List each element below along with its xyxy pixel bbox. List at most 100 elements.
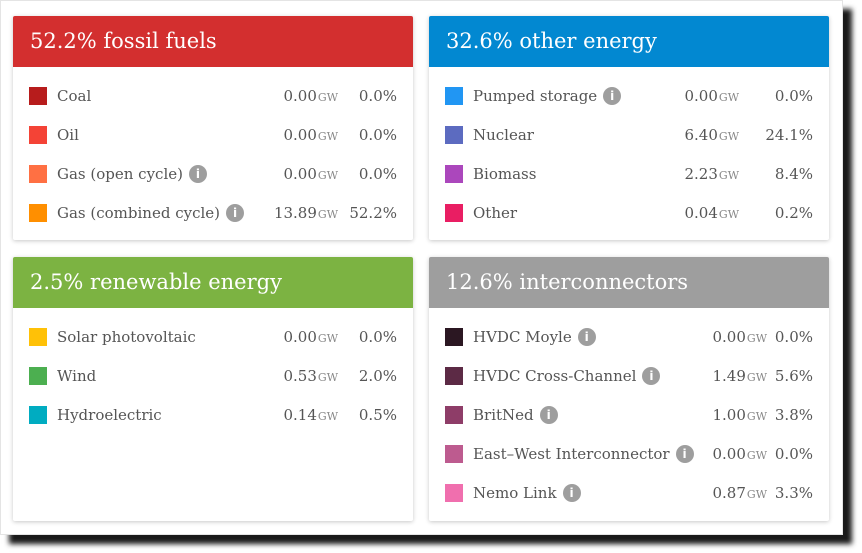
gigawatt-value: 0.00GW [284, 165, 339, 183]
source-row: Coal 0.00GW 0.0% [13, 76, 413, 115]
gigawatt-value: 1.49GW [713, 367, 768, 385]
source-name: HVDC Moyle i [473, 327, 596, 346]
gigawatt-number: 0.87 [712, 483, 746, 502]
source-label: Wind [57, 366, 97, 385]
gigawatt-unit: GW [317, 129, 338, 143]
color-swatch [445, 86, 463, 105]
gigawatt-unit: GW [746, 370, 767, 384]
percentage-value: 0.0% [358, 164, 397, 183]
color-swatch [29, 366, 47, 385]
source-row: Wind 0.53GW 2.0% [13, 356, 413, 395]
source-row: HVDC Cross-Channel i 1.49GW 5.6% [429, 356, 829, 395]
gigawatt-unit: GW [317, 90, 338, 104]
color-swatch [445, 444, 463, 463]
info-icon[interactable]: i [226, 203, 245, 222]
source-name: Other [473, 204, 517, 222]
percentage-value: 0.0% [774, 444, 813, 463]
source-name: Gas (open cycle) i [57, 164, 207, 183]
source-name: BritNed i [473, 405, 558, 424]
other-energy-panel: 32.6% other energy Pumped storage i 0.00GW… [429, 16, 829, 240]
source-name: Nemo Link i [473, 483, 581, 502]
gigawatt-unit: GW [317, 370, 338, 384]
gigawatt-number: 0.00 [712, 327, 746, 346]
source-label: Coal [57, 86, 92, 105]
source-label: Nemo Link [473, 483, 557, 502]
source-row: BritNed i 1.00GW 3.8% [429, 395, 829, 434]
renewable-energy-rows: Solar photovoltaic 0.00GW 0.0% Wind 0.53GW 2.… [13, 308, 413, 434]
source-row: Biomass 2.23GW 8.4% [429, 154, 829, 193]
source-name: Pumped storage i [473, 86, 622, 105]
source-name: East–West Interconnector i [473, 444, 694, 463]
gigawatt-number: 13.89 [273, 203, 317, 222]
source-row: Nuclear 6.40GW 24.1% [429, 115, 829, 154]
percentage-value: 8.4% [774, 164, 813, 183]
info-icon[interactable]: i [577, 327, 596, 346]
info-icon[interactable]: i [642, 366, 661, 385]
gigawatt-unit: GW [317, 331, 338, 345]
source-row: Gas (open cycle) i 0.00GW 0.0% [13, 154, 413, 193]
source-row: HVDC Moyle i 0.00GW 0.0% [429, 317, 829, 356]
color-swatch [445, 405, 463, 424]
color-swatch [29, 405, 47, 424]
gigawatt-unit: GW [718, 90, 739, 104]
gigawatt-number: 0.14 [283, 405, 317, 424]
gigawatt-unit: GW [317, 409, 338, 423]
gigawatt-value: 0.00GW [713, 328, 768, 346]
color-swatch [445, 483, 463, 502]
source-name: Gas (combined cycle) i [57, 203, 245, 222]
gigawatt-number: 0.00 [283, 125, 317, 144]
source-label: Gas (combined cycle) [57, 203, 221, 222]
renewable-energy-panel: 2.5% renewable energy Solar photovoltaic… [13, 257, 413, 521]
percentage-value: 0.5% [358, 405, 397, 424]
source-name: Nuclear [473, 126, 534, 144]
percentage-value: 3.8% [774, 405, 813, 424]
interconnectors-header: 12.6% interconnectors [429, 257, 829, 308]
source-label: Solar photovoltaic [57, 327, 196, 346]
color-swatch [29, 86, 47, 105]
source-row: Hydroelectric 0.14GW 0.5% [13, 395, 413, 434]
gigawatt-value: 0.00GW [284, 126, 339, 144]
fossil-fuels-panel: 52.2% fossil fuels Coal 0.00GW 0.0% Oil 0.00… [13, 16, 413, 240]
source-name: Wind [57, 367, 96, 385]
source-row: Pumped storage i 0.00GW 0.0% [429, 76, 829, 115]
percentage-value: 0.0% [358, 327, 397, 346]
info-icon[interactable]: i [603, 86, 622, 105]
color-swatch [445, 366, 463, 385]
renewable-energy-header: 2.5% renewable energy [13, 257, 413, 308]
gigawatt-value: 1.00GW [713, 406, 768, 424]
gigawatt-value: 0.00GW [685, 87, 740, 105]
percentage-value: 0.0% [358, 86, 397, 105]
gigawatt-number: 2.23 [684, 164, 718, 183]
source-row: East–West Interconnector i 0.00GW 0.0% [429, 434, 829, 473]
source-name: Biomass [473, 165, 536, 183]
gigawatt-unit: GW [746, 487, 767, 501]
source-label: HVDC Cross-Channel [473, 366, 637, 385]
info-icon[interactable]: i [562, 483, 581, 502]
gigawatt-unit: GW [718, 168, 739, 182]
color-swatch [29, 327, 47, 346]
source-name: Hydroelectric [57, 406, 162, 424]
source-label: BritNed [473, 405, 534, 424]
color-swatch [445, 327, 463, 346]
gigawatt-unit: GW [718, 207, 739, 221]
source-row: Gas (combined cycle) i 13.89GW 52.2% [13, 193, 413, 232]
color-swatch [29, 125, 47, 144]
percentage-value: 52.2% [349, 203, 397, 222]
source-row: Nemo Link i 0.87GW 3.3% [429, 473, 829, 512]
source-label: Pumped storage [473, 86, 598, 105]
info-icon[interactable]: i [675, 444, 694, 463]
source-label: Gas (open cycle) [57, 164, 183, 183]
gigawatt-number: 0.04 [684, 203, 718, 222]
source-row: Solar photovoltaic 0.00GW 0.0% [13, 317, 413, 356]
info-icon[interactable]: i [188, 164, 207, 183]
info-icon[interactable]: i [539, 405, 558, 424]
source-label: Other [473, 203, 518, 222]
color-swatch [445, 164, 463, 183]
percentage-value: 24.1% [765, 125, 813, 144]
source-name: Coal [57, 87, 91, 105]
fossil-fuels-rows: Coal 0.00GW 0.0% Oil 0.00GW 0.0% Gas (open cyc… [13, 67, 413, 232]
gigawatt-value: 6.40GW [685, 126, 740, 144]
gigawatt-unit: GW [317, 207, 338, 221]
percentage-value: 0.2% [774, 203, 813, 222]
source-label: HVDC Moyle [473, 327, 572, 346]
